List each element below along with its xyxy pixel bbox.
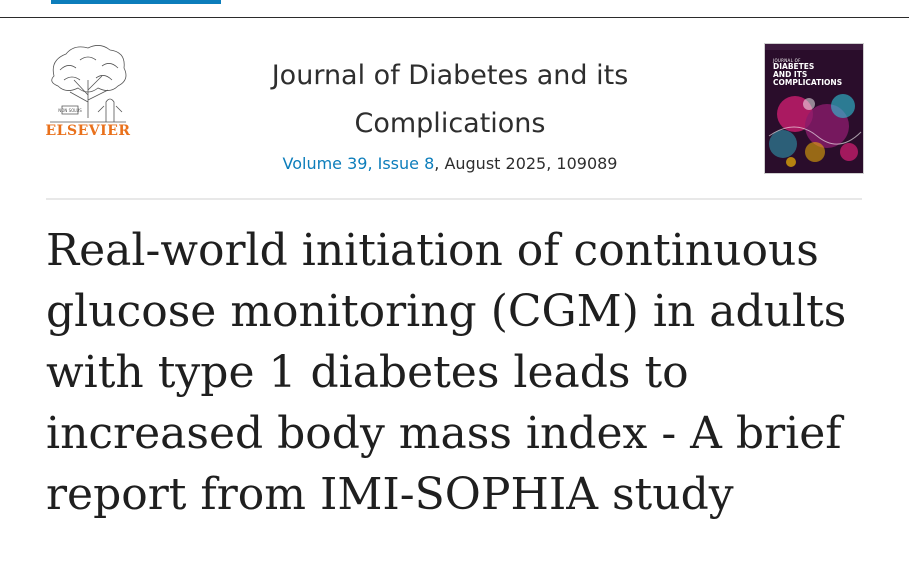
cover-title-line-3: COMPLICATIONS xyxy=(773,78,843,87)
top-accent-bar xyxy=(51,0,221,4)
header-rule xyxy=(0,17,909,18)
cover-title-line-1: DIABETES xyxy=(773,62,815,71)
journal-cover-image xyxy=(765,44,863,173)
cover-title-line-2: AND ITS xyxy=(773,70,808,79)
journal-meta: Volume 39, Issue 8, August 2025, 109089 xyxy=(200,154,700,173)
header-divider xyxy=(46,198,862,200)
journal-header: Journal of Diabetes and its Complication… xyxy=(200,52,700,173)
logo-motto: NON SOLUS xyxy=(58,108,82,113)
volume-issue-link[interactable]: Volume 39, Issue 8 xyxy=(282,154,435,173)
journal-date-number: , August 2025, 109089 xyxy=(434,154,618,173)
tree-and-scholar-icon: NON SOLUS xyxy=(50,45,127,123)
publisher-name: ELSEVIER xyxy=(45,123,131,139)
article-title: Real-world initiation of continuous gluc… xyxy=(46,225,847,520)
journal-title-link[interactable]: Journal of Diabetes and its Complication… xyxy=(271,60,629,139)
journal-cover-link[interactable]: JOURNAL OF DIABETES AND ITS COMPLICATION… xyxy=(764,43,864,174)
cover-top-line: JOURNAL OF xyxy=(773,58,801,63)
